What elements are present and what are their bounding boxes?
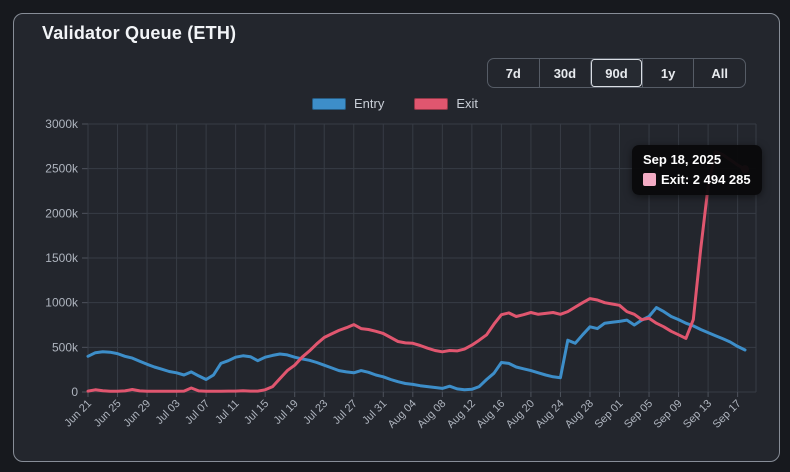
legend-item-entry[interactable]: Entry <box>311 96 385 111</box>
x-axis-label: Jul 07 <box>183 398 212 427</box>
x-axis-label: Jul 27 <box>331 398 360 427</box>
y-axis-label: 1000k <box>45 296 79 310</box>
x-axis-label: Jul 11 <box>213 398 242 427</box>
page-title: Validator Queue (ETH) <box>42 23 237 43</box>
range-button-7d[interactable]: 7d <box>505 65 521 81</box>
legend-swatch-icon <box>414 97 449 110</box>
legend-item-exit[interactable]: Exit <box>414 96 478 111</box>
x-axis-label: Jul 15 <box>242 398 271 427</box>
x-axis-label: Jun 25 <box>92 398 124 430</box>
tooltip-date: Sep 18, 2025 <box>643 152 722 167</box>
chart-legend: Entry Exit <box>0 96 790 111</box>
tooltip-exit-swatch-icon <box>643 173 656 186</box>
legend-label: Entry <box>353 96 385 111</box>
x-axis-label: Aug 04 <box>386 398 419 431</box>
y-axis-label: 2500k <box>45 162 79 176</box>
x-axis-label: Sep 09 <box>652 398 685 431</box>
series-line-exit <box>86 150 747 393</box>
x-axis-label: Sep 17 <box>711 398 744 431</box>
y-axis-label: 0 <box>71 385 78 399</box>
x-axis-label: Sep 13 <box>681 398 714 431</box>
y-axis-label: 1500k <box>45 251 79 265</box>
x-axis-label: Sep 01 <box>592 398 625 431</box>
x-axis-label: Aug 20 <box>504 398 537 431</box>
range-button-90d[interactable]: 90d <box>590 59 642 87</box>
series-line-entry <box>86 306 747 392</box>
range-button-30d[interactable]: 30d <box>538 59 591 87</box>
x-axis-label: Aug 24 <box>533 398 566 431</box>
range-button-1y[interactable]: 1y <box>641 59 694 87</box>
tooltip-exit-value: Exit: 2 494 285 <box>661 172 751 187</box>
x-axis-label: Aug 08 <box>415 398 448 431</box>
x-axis-label: Aug 16 <box>474 398 507 431</box>
x-axis-label: Jul 03 <box>153 398 182 427</box>
x-axis-label: Aug 28 <box>563 398 596 431</box>
x-axis-label: Aug 12 <box>445 398 478 431</box>
x-axis-label: Jun 21 <box>62 398 94 430</box>
x-axis-label: Jun 29 <box>121 398 153 430</box>
time-range-selector: 7d 30d 90d 1y All <box>487 58 746 88</box>
legend-label: Exit <box>456 96 478 111</box>
x-axis-label: Jul 19 <box>272 398 301 427</box>
y-axis-label: 3000k <box>45 117 79 131</box>
x-axis-label: Sep 05 <box>622 398 655 431</box>
x-axis-label: Jul 23 <box>301 398 330 427</box>
y-axis-label: 2000k <box>45 206 79 220</box>
chart-tooltip: Sep 18, 2025 Exit: 2 494 285 <box>632 145 762 195</box>
y-axis-label: 500k <box>52 340 79 354</box>
legend-swatch-icon <box>311 97 346 110</box>
range-button-all[interactable]: All <box>693 59 745 87</box>
